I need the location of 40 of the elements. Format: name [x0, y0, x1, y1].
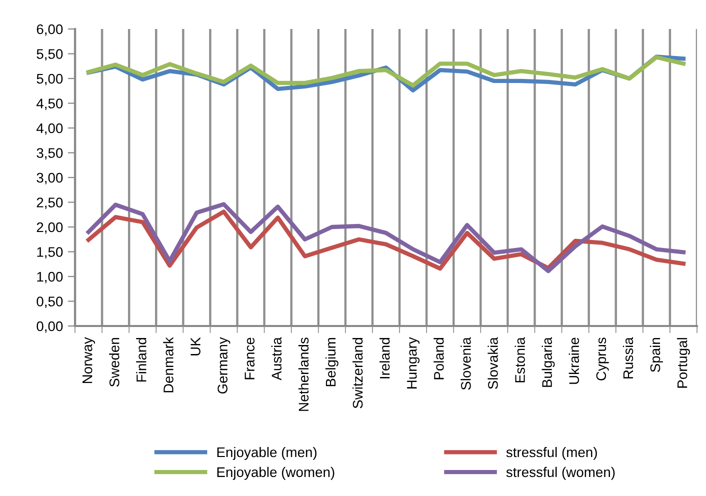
- x-tick-label: Slovenia: [460, 337, 471, 390]
- legend-label: Enjoyable (men): [217, 446, 316, 460]
- x-tick-label: Cyprus: [596, 338, 609, 380]
- x-tick-label: Hungary: [407, 337, 420, 388]
- x-tick-label: Denmark: [163, 337, 174, 392]
- x-tick-label: Slovakia: [488, 337, 498, 389]
- legend-label: Enjoyable (women): [217, 466, 334, 480]
- x-tick-label: Poland: [434, 338, 444, 380]
- x-tick-label: Germany: [218, 337, 230, 394]
- y-tick-label: 1,00: [37, 272, 63, 284]
- y-tick-label: 0,00: [36, 321, 63, 333]
- x-tick-label: Russia: [622, 337, 634, 378]
- x-tick-label: Austria: [271, 337, 282, 380]
- x-tick-label: Portugal: [677, 338, 690, 388]
- x-tick-label: France: [244, 338, 255, 380]
- x-tick-label: Bulgaria: [542, 337, 555, 387]
- x-tick-label: Sweden: [109, 338, 120, 387]
- y-tick-label: 3,50: [36, 148, 63, 160]
- y-tick-label: 2,00: [36, 222, 63, 234]
- x-tick-label: Norway: [82, 337, 95, 384]
- x-tick-label: Estonia: [514, 337, 525, 382]
- x-tick-label: Netherlands: [298, 338, 309, 411]
- x-tick-label: Belgium: [325, 338, 338, 386]
- x-tick-label: Ukraine: [568, 338, 580, 384]
- y-tick-label: 5,00: [36, 74, 63, 86]
- legend-label: stressful (women): [506, 466, 615, 480]
- x-tick-label: Finland: [136, 338, 146, 382]
- y-tick-label: 3,00: [36, 172, 63, 184]
- y-tick-label: 1,50: [37, 247, 63, 259]
- x-tick-label: Switzerland: [352, 338, 363, 408]
- y-tick-label: 5,50: [36, 49, 63, 61]
- x-tick-label: Ireland: [380, 338, 390, 378]
- x-tick-label: UK: [190, 337, 200, 356]
- y-tick-label: 0,50: [36, 296, 63, 308]
- y-tick-label: 4,00: [36, 123, 63, 135]
- y-tick-label: 2,50: [36, 198, 63, 210]
- y-tick-label: 6,00: [36, 24, 63, 36]
- legend-label: stressful (men): [506, 446, 597, 460]
- x-tick-label: Spain: [650, 338, 663, 372]
- y-tick-label: 4,50: [36, 98, 63, 110]
